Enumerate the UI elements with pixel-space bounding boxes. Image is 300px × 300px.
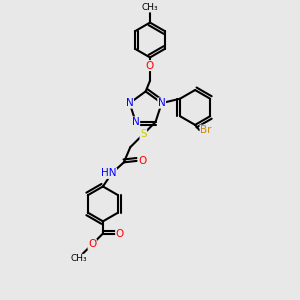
Text: N: N — [132, 117, 140, 127]
Text: O: O — [138, 156, 146, 166]
Text: CH₃: CH₃ — [70, 254, 87, 263]
Text: S: S — [140, 129, 147, 139]
Text: N: N — [126, 98, 134, 108]
Text: N: N — [158, 98, 166, 108]
Text: Br: Br — [200, 125, 212, 135]
Text: CH₃: CH₃ — [142, 3, 158, 12]
Text: O: O — [88, 239, 96, 249]
Text: O: O — [116, 229, 124, 238]
Text: HN: HN — [101, 168, 116, 178]
Text: O: O — [146, 61, 154, 70]
